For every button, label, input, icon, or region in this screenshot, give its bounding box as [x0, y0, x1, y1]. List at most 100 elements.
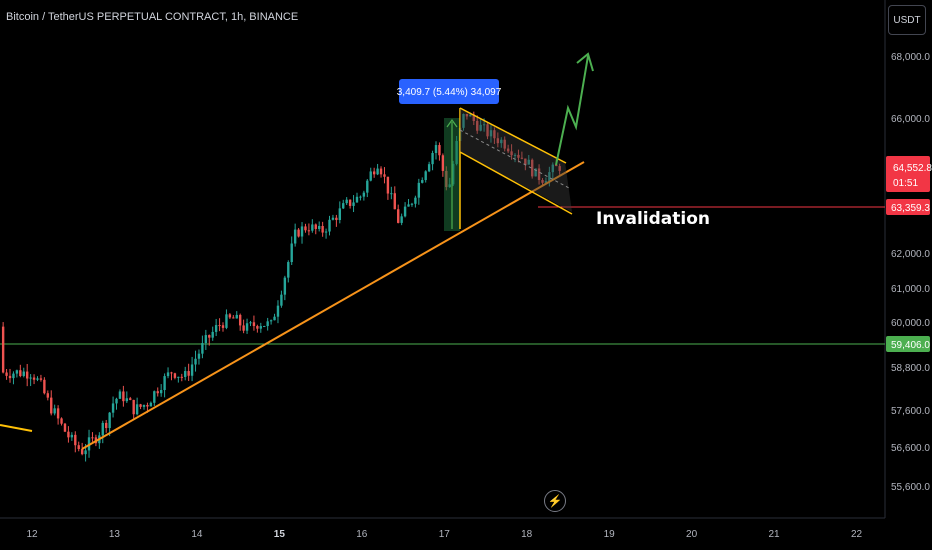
measure-label-box	[399, 79, 499, 104]
candle-body	[56, 408, 60, 419]
time-tick-label: 20	[686, 529, 698, 540]
candle-body	[122, 391, 125, 402]
candle-body	[235, 314, 238, 319]
candle-body	[118, 391, 122, 399]
candle-body	[548, 172, 551, 182]
candle-body	[359, 196, 362, 198]
candle-body	[486, 124, 489, 137]
plot-area: 3,409.7 (5.44%) 34,097 Invalidation	[0, 52, 885, 462]
candle-body	[541, 179, 544, 183]
candle-body	[438, 145, 441, 156]
candle-body	[537, 168, 541, 180]
candle-body	[524, 158, 527, 165]
candle-body	[421, 180, 424, 183]
candle-body	[53, 408, 56, 414]
candle-body	[39, 378, 43, 380]
candle-body	[472, 114, 475, 121]
candle-body	[397, 209, 400, 223]
candle-body	[304, 226, 307, 231]
time-tick-label: 19	[604, 529, 616, 540]
candle-body	[520, 157, 524, 159]
price-tick-label: 55,600.0	[891, 482, 930, 493]
candle-body	[36, 378, 39, 380]
candle-body	[427, 164, 431, 172]
candle-body	[135, 404, 139, 415]
candle-body	[252, 322, 256, 327]
measure-label: 3,409.7 (5.44%) 34,097	[397, 87, 502, 98]
candle-body	[238, 314, 242, 326]
time-tick-label: 15	[274, 529, 286, 540]
price-tick-label: 62,000.0	[891, 249, 930, 260]
candle-body	[517, 154, 520, 158]
flag-upper-line	[459, 107, 567, 164]
price-tick-label: 66,000.0	[891, 114, 930, 125]
candle-body	[366, 180, 369, 193]
candle-body	[431, 153, 434, 165]
candle-body	[503, 139, 506, 149]
candle-body	[314, 224, 317, 229]
candle-body	[307, 230, 311, 232]
candle-body	[283, 277, 287, 295]
flag-channel	[460, 108, 572, 212]
candle-body	[489, 130, 493, 137]
candle-body	[342, 203, 345, 209]
candle-body	[221, 325, 225, 328]
candle-body	[424, 171, 427, 181]
candle-body	[256, 326, 259, 329]
candle-body	[204, 335, 208, 344]
candle-body	[91, 437, 94, 439]
current-price-label: 64,552.8	[893, 163, 932, 174]
candle-body	[43, 379, 46, 394]
candle-body	[331, 217, 335, 220]
candle-body	[12, 373, 15, 379]
candle-body	[146, 404, 149, 407]
candle-body	[414, 197, 417, 204]
candle-body	[194, 358, 197, 365]
candle-body	[249, 322, 252, 324]
candle-body	[496, 138, 500, 144]
candle-body	[321, 226, 324, 233]
candle-body	[77, 445, 80, 450]
candle-body	[465, 113, 469, 117]
candle-body	[228, 314, 232, 318]
lightning-icon[interactable]: ⚡	[544, 490, 566, 512]
support-price-label: 59,406.0	[891, 340, 930, 351]
invalidation-annotation: Invalidation	[596, 209, 710, 229]
candle-body	[383, 174, 386, 177]
flag-lower-line	[459, 151, 573, 215]
candle-body	[214, 325, 218, 332]
candle-body	[269, 320, 273, 322]
candle-body	[417, 182, 421, 198]
candle-body	[197, 353, 201, 359]
candle-body	[50, 397, 53, 414]
current-price-tag: 64,552.8 01:51	[886, 156, 932, 192]
candle-body	[180, 376, 183, 378]
candle-body	[362, 192, 366, 197]
price-tick-label: 57,600.0	[891, 406, 930, 417]
candle-body	[242, 325, 245, 331]
time-axis[interactable]: 12 13 14 15 16 17 18 19 20 21 22	[26, 529, 862, 540]
candle-body	[173, 373, 177, 378]
candle-body	[555, 164, 558, 167]
candle-body	[170, 372, 173, 374]
candle-body	[300, 226, 304, 237]
candle-body	[208, 335, 211, 338]
candle-body	[105, 422, 108, 429]
countdown-label: 01:51	[893, 178, 918, 189]
time-tick-label: 18	[521, 529, 533, 540]
candle-body	[273, 316, 276, 321]
candle-body	[163, 376, 166, 391]
time-tick-label: 12	[26, 529, 38, 540]
ascending-trendline	[81, 161, 585, 450]
candle-body	[80, 449, 84, 455]
price-axis[interactable]: 68,000.0 66,000.0 62,000.0 61,000.0 60,000.0…	[891, 52, 930, 493]
candle-body	[115, 398, 118, 404]
candle-body	[527, 159, 530, 165]
currency-button[interactable]: USDT	[888, 5, 926, 35]
candle-body	[201, 343, 204, 354]
candle-body	[263, 326, 266, 328]
candle-body	[8, 375, 12, 379]
price-tick-label: 58,800.0	[891, 363, 930, 374]
candle-body	[259, 326, 262, 329]
